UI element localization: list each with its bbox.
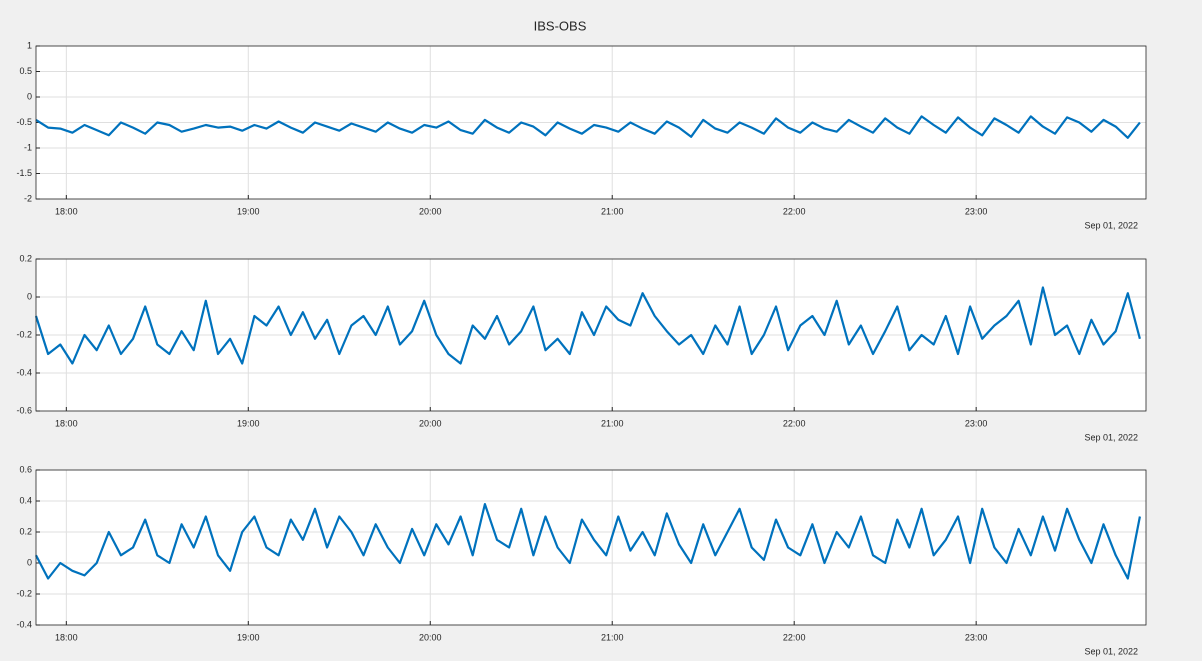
- x-tick-label: 19:00: [237, 418, 260, 428]
- x-date-label: Sep 01, 2022: [1084, 220, 1138, 230]
- x-tick-label: 23:00: [965, 206, 988, 216]
- x-tick-label: 20:00: [419, 632, 442, 642]
- y-tick-label: -0.4: [16, 367, 32, 377]
- y-tick-label: 0: [27, 91, 32, 101]
- axes-background: [36, 470, 1146, 625]
- x-tick-label: 22:00: [783, 418, 806, 428]
- axes-frame: [35, 45, 1147, 200]
- y-tick-label: -0.4: [16, 619, 32, 629]
- x-tick-label: 22:00: [783, 632, 806, 642]
- x-tick-label: 19:00: [237, 632, 260, 642]
- data-line: [35, 503, 1141, 580]
- y-tick-label: 0.5: [19, 66, 32, 76]
- x-tick-label: 22:00: [783, 206, 806, 216]
- x-tick-label: 23:00: [965, 418, 988, 428]
- y-tick-label: 1: [27, 40, 32, 50]
- y-tick-label: -0.6: [16, 405, 32, 415]
- y-tick-label: 0: [27, 557, 32, 567]
- data-line: [35, 115, 1141, 139]
- y-tick-label: -1.5: [16, 168, 32, 178]
- y-tick-label: 0.2: [19, 526, 32, 536]
- x-tick-label: 19:00: [237, 206, 260, 216]
- y-tick-label: 0: [27, 291, 32, 301]
- x-tick-label: 21:00: [601, 418, 624, 428]
- x-date-label: Sep 01, 2022: [1084, 432, 1138, 442]
- x-tick-label: 18:00: [55, 206, 78, 216]
- y-tick-label: 0.2: [19, 253, 32, 263]
- axes-frame: [35, 258, 1147, 412]
- x-tick-label: 20:00: [419, 206, 442, 216]
- x-tick-label: 18:00: [55, 632, 78, 642]
- y-tick-label: 0.6: [19, 464, 32, 474]
- y-tick-label: -2: [24, 193, 32, 203]
- x-tick-label: 21:00: [601, 206, 624, 216]
- x-date-label: Sep 01, 2022: [1084, 646, 1138, 656]
- y-tick-label: 0.4: [19, 495, 32, 505]
- y-tick-label: -0.2: [16, 588, 32, 598]
- y-tick-label: -1: [24, 142, 32, 152]
- x-tick-label: 21:00: [601, 632, 624, 642]
- x-tick-label: 23:00: [965, 632, 988, 642]
- chart-title: IBS-OBS: [534, 18, 587, 33]
- data-line: [34, 286, 1141, 365]
- x-tick-label: 20:00: [419, 418, 442, 428]
- x-tick-label: 18:00: [55, 418, 78, 428]
- axes-frame: [35, 469, 1147, 626]
- y-tick-label: -0.2: [16, 329, 32, 339]
- y-tick-label: -0.5: [16, 117, 32, 127]
